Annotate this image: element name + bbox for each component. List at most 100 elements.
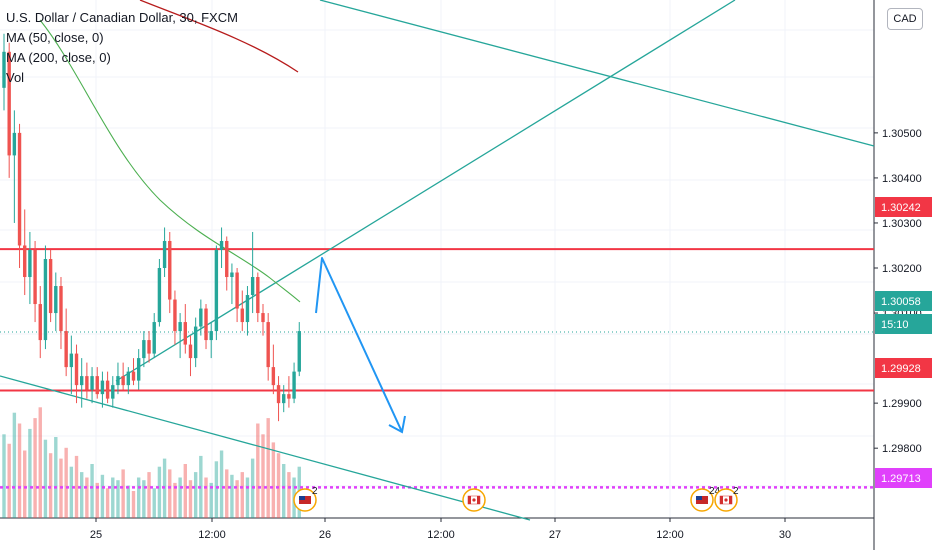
volume-bar [33, 418, 37, 518]
candle-body [266, 322, 270, 368]
volume-bar [282, 464, 286, 518]
price-tick-label: 1.29900 [882, 398, 922, 410]
volume-bar [23, 450, 27, 518]
volume-bar [121, 469, 125, 518]
volume-bar [95, 482, 99, 518]
price-axis-badge [875, 197, 932, 217]
event-count: 24 [709, 486, 721, 497]
candle-body [162, 240, 167, 269]
volume-bar [276, 453, 281, 518]
volume-bar [204, 477, 208, 518]
candle-body [183, 322, 187, 345]
candle-body [240, 308, 244, 323]
candle-body [17, 132, 22, 246]
volume-bar [38, 407, 42, 518]
volume-bar [136, 477, 141, 518]
volume-bar [48, 453, 53, 518]
ca-flag-band-left [468, 496, 471, 504]
candle-body [193, 326, 198, 359]
volume-bar [126, 485, 131, 518]
volume-bar [235, 480, 239, 518]
volume-bar [183, 464, 187, 518]
price-tick-label: 1.29800 [882, 443, 922, 455]
candle-body [178, 322, 182, 332]
volume-bar [74, 455, 79, 518]
price-axis-badge-text: 15:10 [881, 319, 909, 331]
ma200-line [139, 0, 299, 73]
volume-bar [193, 472, 198, 518]
volume-bar [7, 443, 11, 518]
time-tick-label: 12:00 [656, 529, 684, 541]
volume-bar [261, 434, 265, 518]
price-axis-badge-text: 1.30242 [881, 202, 921, 214]
candle-body [38, 304, 42, 341]
ma50-legend[interactable]: MA (50, close, 0) [6, 30, 104, 45]
candle-body [199, 308, 203, 327]
ca-flag-band-left [720, 496, 723, 504]
volume-bar [105, 488, 110, 518]
volume-bar [225, 469, 229, 518]
volume-bar [43, 439, 48, 518]
us-flag-canton [299, 496, 305, 500]
candle-body [90, 376, 94, 390]
candle-body [188, 344, 193, 359]
candle-body [23, 245, 27, 278]
volume-bar [240, 472, 244, 518]
volume-bar [178, 477, 182, 518]
candle-body [100, 380, 105, 395]
candle-body [292, 371, 296, 399]
candle-body [157, 268, 162, 323]
time-tick-label: 25 [90, 529, 102, 541]
volume-bar [152, 488, 156, 518]
symbol-title[interactable]: U.S. Dollar / Canadian Dollar, 30, FXCM [6, 10, 238, 25]
candle-body [74, 353, 79, 386]
time-tick-label: 12:00 [198, 529, 226, 541]
candle-body [43, 259, 48, 341]
currency-button[interactable]: CAD [887, 8, 923, 30]
price-axis-badge-text: 1.29713 [881, 473, 921, 485]
projection-arrow [315, 257, 403, 433]
volume-bar [230, 474, 234, 518]
time-tick-label: 12:00 [427, 529, 455, 541]
ma200-legend[interactable]: MA (200, close, 0) [6, 50, 111, 65]
candle-body [95, 376, 99, 395]
candle-body [256, 277, 260, 314]
volume-bar [168, 469, 172, 518]
time-tick-label: 30 [779, 529, 791, 541]
candle-body [126, 371, 131, 386]
ca-flag-band-right [729, 496, 732, 504]
price-axis-badge [875, 358, 932, 378]
candle-body [214, 249, 219, 332]
volume-legend[interactable]: Vol [6, 70, 25, 85]
candle-body [173, 299, 177, 332]
candle-body [12, 132, 17, 156]
trendline-descending [319, 0, 875, 147]
price-axis-badge [875, 314, 932, 334]
candle-body [59, 286, 63, 332]
volume-bar [188, 480, 193, 518]
price-axis-badge [875, 291, 932, 311]
candle-body [147, 340, 151, 354]
volume-bar [271, 442, 276, 518]
event-count: 2 [312, 486, 318, 497]
event-count: 2 [733, 486, 739, 497]
candle-body [131, 371, 136, 381]
price-axis-badge-text: 1.30058 [881, 296, 921, 308]
candle-body [245, 295, 250, 323]
volume-bar [116, 480, 120, 518]
projection-arrow-head [388, 415, 406, 434]
candle-body [80, 376, 84, 386]
us-flag-canton [696, 496, 702, 500]
volume-bar [245, 477, 250, 518]
price-axis-badge [875, 468, 932, 488]
time-tick-label: 27 [549, 529, 561, 541]
volume-bar [64, 447, 68, 518]
volume-bar [287, 472, 291, 518]
candle-body [152, 322, 156, 354]
candle-body [142, 340, 146, 359]
candle-body [276, 385, 281, 404]
ca-flag-leaf [724, 498, 728, 502]
candle-body [69, 353, 74, 368]
